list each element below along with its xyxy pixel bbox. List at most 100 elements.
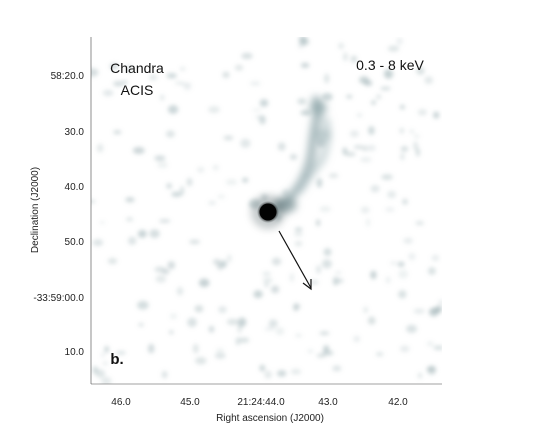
emission-speckle bbox=[148, 343, 155, 354]
emission-speckle bbox=[122, 80, 128, 85]
emission-speckle bbox=[166, 183, 172, 189]
emission-speckle bbox=[96, 143, 104, 153]
emission-speckle bbox=[321, 92, 333, 101]
emission-speckle bbox=[399, 127, 404, 134]
emission-speckle bbox=[338, 42, 344, 50]
emission-speckle bbox=[403, 237, 413, 244]
extended-tail-emission bbox=[267, 95, 331, 217]
emission-speckle bbox=[157, 161, 168, 169]
emission-speckle bbox=[323, 248, 332, 257]
emission-speckle bbox=[332, 365, 342, 372]
emission-speckle bbox=[328, 173, 339, 179]
emission-speckle bbox=[316, 177, 323, 188]
emission-speckle bbox=[415, 147, 420, 157]
emission-speckle bbox=[298, 37, 308, 45]
emission-speckle bbox=[349, 130, 359, 138]
emission-speckle bbox=[402, 198, 408, 205]
y-tick-label: 50.0 bbox=[65, 237, 85, 248]
emission-speckle bbox=[102, 361, 108, 365]
emission-speckle bbox=[238, 337, 250, 343]
x-tick-label: 21:24:44.0 bbox=[237, 397, 285, 408]
emission-speckle bbox=[165, 130, 175, 138]
emission-speckle bbox=[316, 219, 321, 227]
emission-speckle bbox=[104, 346, 109, 353]
emission-speckle bbox=[137, 229, 147, 238]
emission-speckle bbox=[417, 109, 427, 116]
diffuse-emission-speckles bbox=[91, 37, 442, 384]
emission-speckle bbox=[371, 100, 376, 105]
emission-speckle bbox=[399, 104, 405, 110]
emission-speckle bbox=[398, 290, 407, 299]
emission-speckle bbox=[208, 201, 217, 205]
emission-speckle bbox=[376, 352, 384, 357]
emission-speckle bbox=[275, 327, 285, 336]
y-tick-label: 40.0 bbox=[65, 182, 85, 193]
xray-image-panel bbox=[90, 37, 442, 385]
emission-speckle bbox=[368, 126, 375, 135]
emission-speckle bbox=[426, 367, 436, 371]
emission-speckle bbox=[316, 353, 326, 358]
emission-speckle bbox=[262, 277, 273, 283]
emission-speckle bbox=[264, 327, 275, 331]
emission-speckle bbox=[300, 62, 310, 68]
emission-speckle bbox=[253, 290, 263, 299]
emission-speckle bbox=[167, 105, 179, 114]
emission-speckle bbox=[367, 316, 376, 325]
emission-speckle bbox=[431, 254, 440, 262]
emission-speckle bbox=[159, 219, 171, 223]
emission-speckle bbox=[370, 270, 377, 280]
emission-speckle bbox=[218, 306, 227, 314]
emission-speckle bbox=[154, 266, 166, 273]
emission-speckle bbox=[262, 271, 271, 276]
emission-speckle bbox=[426, 341, 434, 347]
emission-speckle bbox=[276, 370, 287, 377]
emission-speckle bbox=[154, 155, 166, 161]
emission-speckle bbox=[295, 333, 302, 337]
emission-speckle bbox=[195, 357, 207, 365]
emission-speckle bbox=[343, 52, 348, 62]
emission-speckle bbox=[353, 145, 364, 149]
emission-speckle bbox=[319, 331, 330, 335]
emission-speckle bbox=[399, 345, 410, 353]
emission-speckle bbox=[336, 278, 344, 284]
emission-speckle bbox=[221, 260, 227, 268]
emission-speckle bbox=[160, 94, 165, 101]
x-tick-label: 45.0 bbox=[180, 397, 200, 408]
emission-speckle bbox=[413, 141, 418, 151]
emission-speckle bbox=[400, 146, 409, 152]
emission-speckle bbox=[264, 370, 272, 379]
emission-speckle bbox=[91, 199, 96, 204]
emission-speckle bbox=[400, 153, 405, 161]
emission-speckle bbox=[259, 115, 266, 125]
emission-speckle bbox=[138, 323, 144, 327]
emission-speckle bbox=[101, 376, 112, 384]
emission-speckle bbox=[92, 239, 104, 247]
emission-speckle bbox=[212, 164, 219, 171]
emission-speckle bbox=[113, 81, 124, 87]
emission-speckle bbox=[194, 305, 204, 313]
emission-speckle bbox=[390, 261, 397, 266]
emission-speckle bbox=[132, 147, 145, 154]
emission-speckle bbox=[385, 207, 395, 213]
emission-speckle bbox=[417, 372, 423, 379]
emission-speckle bbox=[289, 154, 298, 160]
emission-speckle bbox=[360, 206, 370, 214]
emission-speckle bbox=[235, 337, 241, 346]
emission-speckle bbox=[128, 236, 137, 245]
emission-speckle bbox=[300, 110, 312, 116]
emission-speckle bbox=[126, 217, 134, 222]
emission-speckle bbox=[408, 252, 416, 261]
emission-speckle bbox=[334, 271, 342, 275]
emission-speckle bbox=[438, 299, 442, 305]
y-tick-label: 58:20.0 bbox=[51, 71, 85, 82]
emission-speckle bbox=[116, 351, 126, 355]
emission-speckle bbox=[186, 177, 193, 187]
emission-speckle bbox=[397, 261, 405, 267]
emission-speckle bbox=[396, 37, 403, 46]
emission-speckle bbox=[259, 364, 266, 372]
emission-speckle bbox=[370, 185, 380, 193]
emission-speckle bbox=[125, 197, 135, 201]
emission-speckle bbox=[234, 64, 244, 71]
emission-speckle bbox=[424, 76, 434, 85]
emission-speckle bbox=[380, 86, 391, 91]
